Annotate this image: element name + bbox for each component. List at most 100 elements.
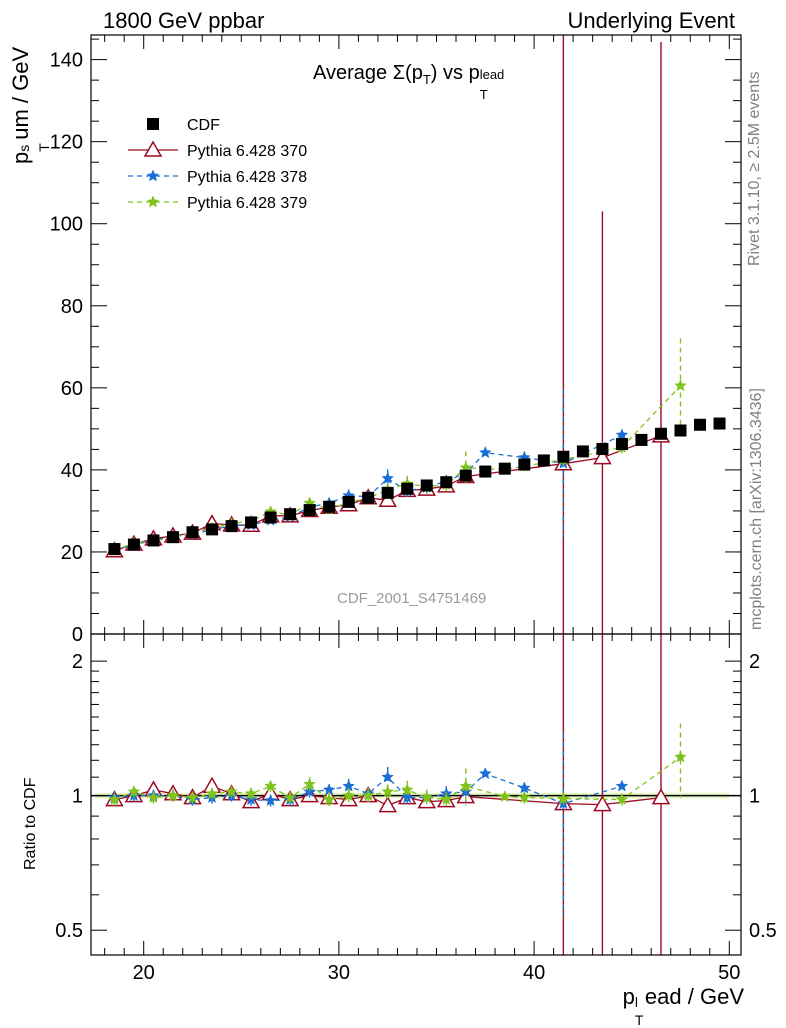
ratio-point (439, 792, 453, 805)
ratio-point (400, 783, 414, 796)
ratio-point (225, 785, 238, 798)
cdf-data-point (362, 491, 375, 504)
cdf-data-point (576, 445, 589, 458)
cdf-data-point (303, 504, 316, 517)
cdf-data-point (498, 462, 511, 475)
ratio-point (166, 789, 180, 802)
ratio-point (381, 770, 395, 783)
legend-label: Pythia 6.428 370 (187, 143, 307, 160)
ratio-point (498, 789, 512, 803)
main-panel-marks (105, 35, 726, 634)
ratio-point (342, 789, 355, 802)
cdf-data-point (537, 454, 550, 467)
series-line-1 (114, 435, 662, 552)
ratio-point (420, 790, 434, 803)
data-point (378, 490, 397, 508)
legend-marker (143, 140, 163, 157)
ratio-point (518, 790, 531, 803)
data-point (478, 446, 492, 459)
ratio-point (127, 789, 141, 802)
ratio-point (264, 793, 277, 806)
cdf-data-point (654, 427, 667, 440)
cdf-data-point (284, 508, 297, 521)
mcplots-label: mcplots.cern.ch [arXiv:1306.3436] (748, 388, 765, 630)
cdf-data-point (615, 438, 628, 451)
cdf-data-point (147, 534, 160, 547)
cdf-data-point (713, 417, 726, 430)
collider-label: 1800 GeV ppbar (103, 8, 265, 33)
cdf-data-point (518, 458, 531, 471)
ratio-point (478, 767, 492, 780)
data-point (674, 379, 687, 392)
ratio-point (674, 750, 687, 763)
y-tick-label: 100 (50, 214, 83, 236)
analysis-watermark: CDF_2001_S4751469 (337, 590, 487, 607)
ratio-point (361, 789, 375, 802)
cdf-data-point (459, 469, 472, 482)
x-tick-label: 40 (523, 962, 545, 984)
y-tick-label: 80 (61, 296, 83, 318)
y-tick-label: 0 (72, 624, 83, 646)
cdf-data-point (596, 442, 609, 455)
data-point (593, 448, 612, 465)
x-tick-label: 20 (133, 962, 155, 984)
ratio-point (593, 795, 612, 812)
cdf-data-point (127, 538, 140, 551)
ratio-point (205, 790, 219, 803)
ratio-point (400, 790, 414, 803)
ratio-y-tick-label: 2 (72, 651, 83, 673)
cdf-data-point (323, 500, 336, 513)
cdf-data-point (186, 526, 199, 539)
ratio-frame (90, 633, 742, 956)
ratio-point (322, 792, 336, 805)
x-tick-label: 30 (328, 962, 350, 984)
cdf-data-point (674, 424, 687, 437)
rivet-label: Rivet 3.1.10, ≥ 2.5M events (746, 71, 763, 266)
ratio-panel-marks (91, 634, 741, 955)
legend-marker-cdf (147, 118, 159, 130)
ratio-point (303, 777, 316, 790)
cdf-data-point (206, 523, 219, 536)
cdf-data-point (342, 495, 355, 508)
legend-label: CDF (187, 117, 220, 134)
ratio-point (615, 779, 629, 792)
x-tick-label: 50 (718, 962, 740, 984)
cdf-data-point (108, 543, 121, 556)
ratio-point (651, 788, 671, 805)
ratio-point (303, 785, 316, 798)
ratio-point (225, 789, 238, 802)
cdf-data-point (420, 479, 433, 492)
ratio-point (378, 796, 397, 813)
ratio-y-tick-label-right: 2 (749, 651, 760, 673)
y-tick-label: 60 (61, 378, 83, 400)
legend: CDF Pythia 6.428 370 Pythia 6.428 378 Pythi… (128, 117, 307, 212)
ratio-y-axis-label: Ratio to CDF (22, 777, 39, 870)
plot-title: Average Σ(pT) vs p lead T (313, 62, 505, 102)
ratio-point (186, 790, 199, 803)
data-point (381, 471, 395, 484)
ratio-point (381, 785, 395, 798)
ratio-point (127, 785, 141, 798)
ratio-point (244, 787, 258, 800)
cdf-data-point (401, 482, 414, 495)
cdf-data-point (381, 486, 394, 499)
cdf-data-point (694, 418, 707, 431)
ratio-series-line-0 (114, 785, 662, 807)
data-point (615, 428, 629, 441)
y-tick-label: 120 (50, 132, 83, 154)
legend-marker (146, 169, 160, 182)
y-tick-label: 20 (61, 542, 83, 564)
cdf-data-point (225, 520, 238, 533)
cdf-data-point (264, 511, 277, 524)
cdf-data-point (479, 465, 492, 478)
cdf-data-point (166, 531, 179, 544)
ratio-point (205, 787, 219, 800)
ratio-point (557, 791, 570, 804)
y-tick-label: 140 (50, 50, 83, 72)
ratio-y-tick-label: 1 (72, 786, 83, 808)
axes-frame: 20 30 40 50 0 20 40 60 80 100 120 140 0.5 0.5 1 1 2 2 (50, 34, 777, 984)
ratio-point (108, 792, 121, 805)
y-tick-label: 40 (61, 460, 83, 482)
